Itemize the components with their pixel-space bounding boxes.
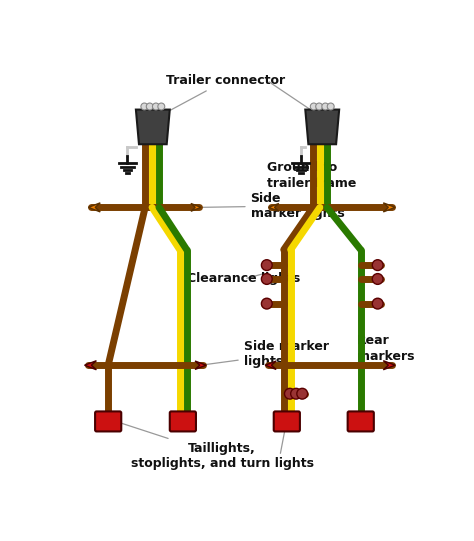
FancyBboxPatch shape <box>273 411 300 431</box>
Circle shape <box>261 298 272 309</box>
Circle shape <box>327 103 334 110</box>
Circle shape <box>141 103 148 110</box>
FancyBboxPatch shape <box>347 411 374 431</box>
FancyBboxPatch shape <box>95 411 121 431</box>
Circle shape <box>158 103 165 110</box>
Polygon shape <box>269 203 279 211</box>
Circle shape <box>261 274 272 285</box>
Circle shape <box>291 388 301 399</box>
Circle shape <box>316 103 323 110</box>
Circle shape <box>284 388 295 399</box>
Polygon shape <box>84 361 96 370</box>
Circle shape <box>261 260 272 270</box>
Text: Side
marker lights: Side marker lights <box>202 192 345 220</box>
Polygon shape <box>136 110 170 144</box>
Circle shape <box>372 260 383 270</box>
Text: Clearance lights: Clearance lights <box>188 273 301 286</box>
Text: Taillights,
stoplights, and turn lights: Taillights, stoplights, and turn lights <box>114 421 314 470</box>
Circle shape <box>146 103 153 110</box>
Polygon shape <box>191 203 201 211</box>
Text: Side marker
lights: Side marker lights <box>203 340 328 368</box>
Circle shape <box>372 274 383 285</box>
Polygon shape <box>195 361 206 370</box>
Circle shape <box>372 298 383 309</box>
Circle shape <box>310 103 317 110</box>
FancyBboxPatch shape <box>170 411 196 431</box>
Polygon shape <box>383 203 395 212</box>
Circle shape <box>153 103 159 110</box>
Text: Ground to
trailer frame: Ground to trailer frame <box>267 161 356 189</box>
Polygon shape <box>305 110 339 144</box>
Text: Trailer connector: Trailer connector <box>166 74 285 112</box>
Circle shape <box>297 388 308 399</box>
Polygon shape <box>88 203 100 212</box>
Polygon shape <box>383 361 395 370</box>
Circle shape <box>322 103 329 110</box>
Polygon shape <box>265 361 276 370</box>
Text: Rear
markers: Rear markers <box>357 334 414 363</box>
